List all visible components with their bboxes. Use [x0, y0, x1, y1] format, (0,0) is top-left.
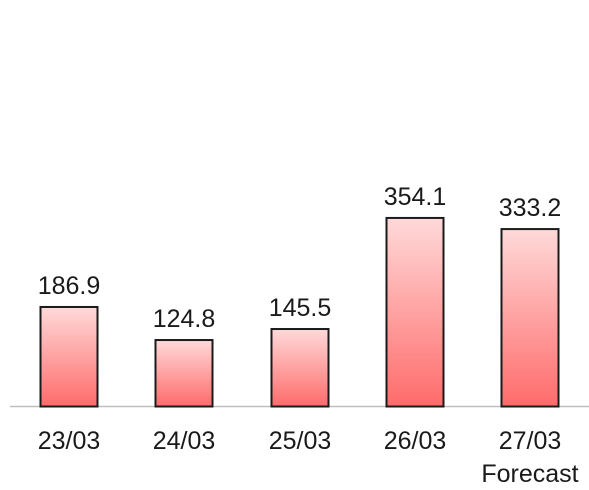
bar-26/03 — [385, 216, 445, 408]
x-tick-sublabel-27/03: Forecast — [481, 460, 578, 488]
value-label-24/03: 124.8 — [153, 305, 216, 333]
bars-group — [39, 216, 560, 408]
bar-24/03 — [154, 339, 214, 408]
value-label-27/03: 333.2 — [499, 194, 562, 222]
x-tick-label-24/03: 24/03 — [153, 427, 216, 455]
x-tick-label-23/03: 23/03 — [38, 427, 101, 455]
bar-25/03 — [270, 328, 330, 408]
x-tick-label-25/03: 25/03 — [269, 427, 332, 455]
bar-23/03 — [39, 305, 99, 408]
x-tick-labels-group: 23/03 24/03 25/03 26/03 27/03 Forecast — [38, 427, 579, 488]
x-tick-label-26/03: 26/03 — [384, 427, 447, 455]
value-label-23/03: 186.9 — [38, 272, 101, 300]
value-label-25/03: 145.5 — [269, 294, 332, 322]
value-label-26/03: 354.1 — [384, 183, 447, 211]
x-tick-label-27/03: 27/03 — [499, 427, 562, 455]
bar-27/03 — [500, 228, 560, 408]
value-labels-group: 186.9 124.8 145.5 354.1 333.2 — [38, 183, 562, 333]
